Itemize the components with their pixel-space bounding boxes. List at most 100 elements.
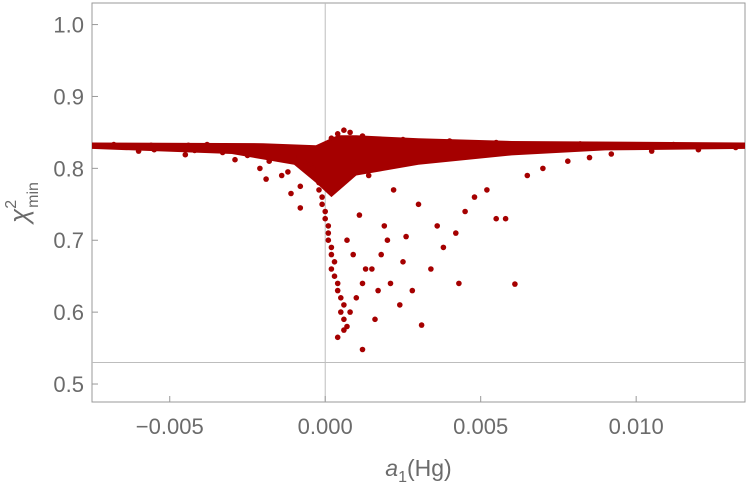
data-point [627, 142, 633, 149]
data-point [278, 172, 285, 179]
data-point [275, 149, 282, 156]
data-point [695, 146, 702, 153]
data-point [341, 327, 347, 333]
data-point [565, 158, 571, 164]
data-point [378, 251, 385, 258]
data-point [260, 146, 266, 153]
data-point [129, 143, 136, 149]
data-point [390, 187, 397, 193]
data-point [471, 194, 478, 200]
data-point [493, 215, 500, 222]
data-point [375, 287, 381, 294]
data-point [135, 148, 142, 154]
data-point [297, 183, 304, 190]
data-point [310, 165, 316, 172]
data-point [344, 237, 350, 243]
data-point [347, 129, 353, 136]
data-point [328, 251, 335, 258]
plot-frame [91, 2, 746, 403]
x-tick-label: 0.010 [609, 414, 664, 439]
data-point [328, 135, 335, 141]
x-axis-ticks: −0.005 0.000 0.005 0.010 [136, 396, 664, 439]
data-point [244, 152, 251, 159]
data-point [204, 141, 210, 148]
data-point [524, 172, 531, 179]
y-axis-label-sup: 2 [3, 200, 20, 209]
y-axis-label-main: χ [4, 208, 34, 225]
data-point [319, 201, 325, 208]
data-point [400, 259, 406, 265]
plot-area [91, 2, 746, 403]
data-point [347, 309, 353, 315]
data-point [512, 281, 518, 287]
dense-point-band [92, 135, 745, 198]
data-point [341, 302, 347, 308]
data-point [334, 287, 341, 294]
data-point [92, 142, 98, 149]
data-point [182, 151, 189, 158]
data-point [359, 346, 366, 353]
data-point [316, 179, 322, 186]
data-point [288, 190, 294, 197]
x-tick-label: 0.005 [453, 414, 508, 439]
data-point [151, 146, 157, 153]
data-point [711, 142, 717, 149]
data-point [148, 142, 154, 149]
x-axis-label: a1(Hg) [385, 455, 451, 486]
data-point [219, 149, 226, 156]
data-point [325, 237, 332, 243]
data-point [456, 280, 462, 287]
y-tick-label: 1.0 [53, 13, 84, 38]
data-point [359, 133, 366, 139]
data-point [325, 230, 332, 236]
data-point [322, 208, 329, 215]
data-point [341, 316, 347, 323]
data-point [338, 295, 344, 301]
data-point [356, 212, 363, 218]
data-point [446, 138, 453, 144]
data-point [415, 201, 422, 208]
data-point [338, 309, 344, 315]
data-point [322, 215, 329, 222]
data-point [350, 158, 357, 164]
y-tick-label: 0.7 [53, 228, 84, 253]
data-point [359, 280, 366, 287]
data-point [241, 144, 248, 151]
data-point [319, 194, 325, 200]
data-point [166, 144, 173, 150]
y-axis-label: χ2 min [3, 182, 42, 225]
data-point [191, 147, 198, 154]
data-point [670, 141, 677, 148]
data-point [300, 158, 307, 164]
data-point [418, 322, 425, 328]
data-point [369, 266, 375, 272]
data-point [331, 273, 338, 280]
data-point [648, 148, 655, 154]
data-point [263, 176, 269, 182]
data-point [732, 144, 739, 151]
data-point [353, 295, 360, 301]
y-tick-label: 0.5 [53, 372, 84, 397]
data-point [586, 154, 593, 161]
data-points [92, 127, 745, 353]
data-point [540, 165, 546, 172]
data-point [362, 266, 369, 272]
data-point [341, 127, 347, 133]
data-point [285, 169, 291, 175]
data-point [409, 287, 416, 294]
data-point [453, 230, 459, 236]
y-tick-label: 0.6 [53, 300, 84, 325]
data-point [397, 302, 403, 308]
data-point [434, 223, 441, 229]
data-point [350, 251, 357, 258]
data-point [334, 131, 341, 137]
data-point [185, 142, 192, 149]
data-point [381, 223, 388, 229]
data-point [484, 187, 490, 193]
data-point [440, 244, 447, 251]
data-point [331, 259, 338, 265]
data-point [577, 141, 583, 147]
data-point [313, 172, 319, 179]
data-point [297, 205, 304, 211]
